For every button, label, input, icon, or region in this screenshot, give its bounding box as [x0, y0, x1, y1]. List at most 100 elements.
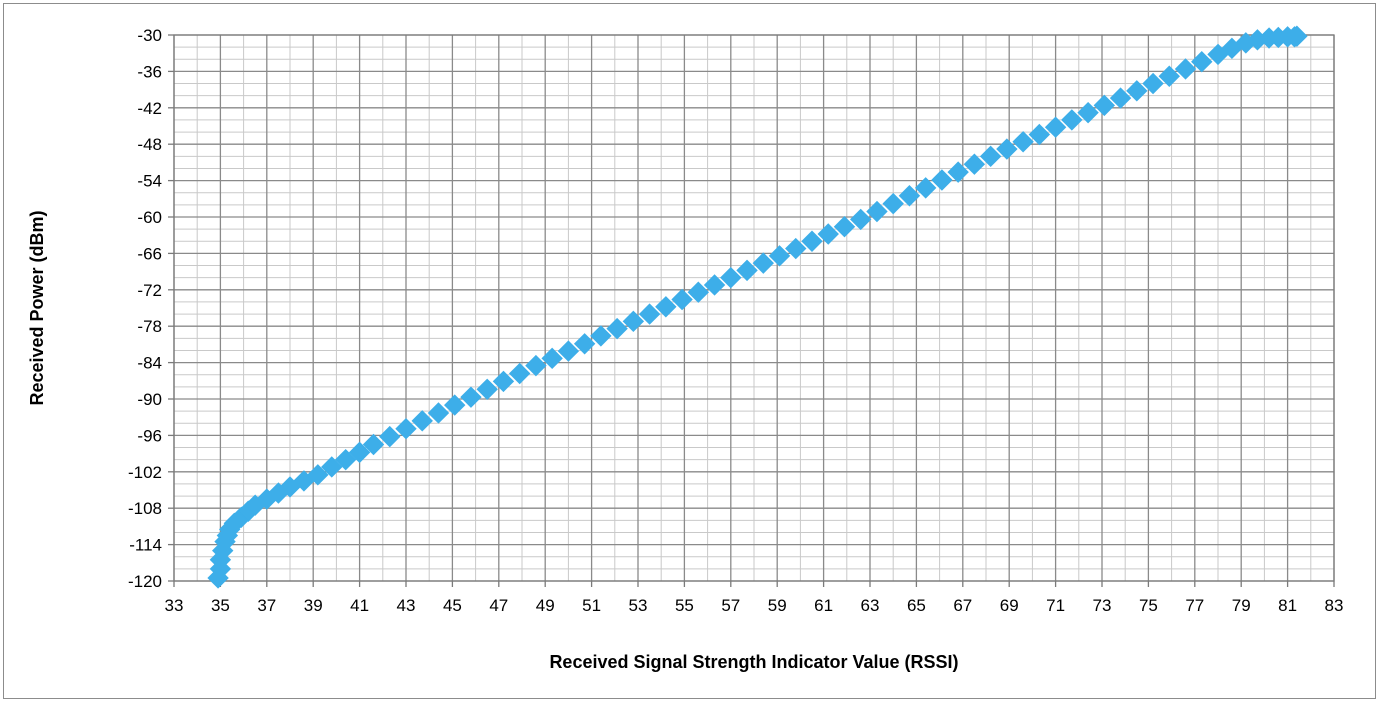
minor-gridlines [174, 35, 1334, 581]
data-point [1044, 116, 1067, 138]
x-tick-label: 77 [1185, 596, 1204, 615]
data-point [411, 410, 433, 432]
data-point [307, 464, 329, 486]
x-tick-labels: 33 35 37 39 41 43 45 47 49 51 53 55 57 59 61 63 65 67 69 71… [165, 596, 1344, 615]
axes [168, 34, 1335, 587]
x-tick-label: 79 [1232, 596, 1251, 615]
data-point [833, 215, 856, 238]
data-point [362, 433, 385, 456]
data-point [460, 386, 482, 408]
data-point [1158, 65, 1180, 87]
x-tick-label: 61 [814, 596, 833, 615]
x-tick-label: 75 [1139, 596, 1158, 615]
data-point [557, 340, 580, 362]
data-point [850, 208, 872, 231]
data-point [1286, 25, 1308, 47]
plot-area-border [173, 34, 1335, 582]
y-tick-label: -78 [137, 317, 162, 336]
x-tick-label: 43 [397, 596, 416, 615]
y-tick-label: -102 [128, 463, 162, 482]
y-tick-label: -84 [137, 354, 162, 373]
data-point [785, 237, 807, 260]
data-points [207, 25, 1308, 589]
data-point [334, 448, 357, 471]
data-point [492, 370, 515, 393]
y-tick-label: -108 [128, 499, 162, 518]
data-point [866, 200, 888, 223]
chart-frame [3, 3, 1376, 699]
x-tick-label: 37 [257, 596, 276, 615]
x-tick-label: 83 [1325, 596, 1344, 615]
data-point [801, 230, 823, 252]
x-tick-label: 47 [489, 596, 508, 615]
x-tick-label: 65 [907, 596, 926, 615]
data-point [1028, 123, 1051, 146]
data-point [427, 402, 450, 424]
data-point [606, 317, 628, 340]
y-tick-label: -66 [137, 244, 162, 263]
data-point [996, 138, 1018, 160]
data-point [963, 153, 986, 175]
x-tick-label: 51 [582, 596, 601, 615]
x-tick-label: 45 [443, 596, 462, 615]
data-point [671, 288, 693, 311]
y-tick-label: -48 [137, 135, 162, 154]
data-point [348, 441, 371, 464]
x-tick-label: 55 [675, 596, 694, 615]
data-point [1077, 101, 1099, 124]
x-tick-label: 71 [1046, 596, 1065, 615]
y-tick-label: -42 [137, 99, 162, 118]
data-point [476, 378, 498, 401]
x-tick-label: 73 [1093, 596, 1112, 615]
y-tick-label: -72 [137, 281, 162, 300]
data-point [638, 303, 661, 325]
data-point [817, 223, 839, 245]
data-point [1093, 94, 1116, 117]
y-tick-label: -60 [137, 208, 162, 227]
y-tick-label: -90 [137, 390, 162, 409]
data-point [882, 192, 904, 215]
x-tick-label: 67 [953, 596, 972, 615]
data-point [687, 281, 710, 303]
x-tick-label: 81 [1278, 596, 1297, 615]
data-point [703, 274, 726, 296]
data-point [752, 252, 774, 274]
data-point [898, 185, 921, 207]
x-tick-label: 35 [211, 596, 230, 615]
y-tick-label: -120 [128, 572, 162, 591]
data-point [395, 418, 417, 440]
data-point [508, 362, 531, 385]
x-tick-label: 53 [629, 596, 648, 615]
data-point [590, 325, 612, 347]
data-point [979, 145, 1002, 168]
data-point [1126, 80, 1148, 102]
data-point [914, 177, 937, 199]
y-tick-label: -96 [137, 426, 162, 445]
x-tick-label: 33 [165, 596, 184, 615]
data-point [1142, 72, 1164, 95]
y-tick-label: -30 [137, 26, 162, 45]
data-point [541, 347, 563, 370]
data-point [720, 266, 742, 289]
data-point [1061, 109, 1083, 131]
y-tick-label: -36 [137, 62, 162, 81]
data-point [947, 161, 969, 183]
data-point [573, 333, 596, 355]
x-tick-label: 69 [1000, 596, 1019, 615]
data-point [525, 354, 547, 377]
data-point [655, 296, 677, 318]
x-tick-label: 39 [304, 596, 323, 615]
data-point [1174, 58, 1197, 80]
data-point [622, 310, 645, 333]
data-point [1191, 50, 1213, 73]
data-point [768, 245, 791, 267]
x-tick-label: 63 [861, 596, 880, 615]
x-axis-title: Received Signal Strength Indicator Value… [549, 652, 958, 672]
x-tick-label: 57 [721, 596, 740, 615]
data-point [379, 425, 401, 448]
data-point [931, 169, 953, 191]
y-tick-label: -114 [129, 536, 162, 555]
x-tick-label: 41 [350, 596, 369, 615]
y-tick-label: -54 [137, 172, 162, 191]
